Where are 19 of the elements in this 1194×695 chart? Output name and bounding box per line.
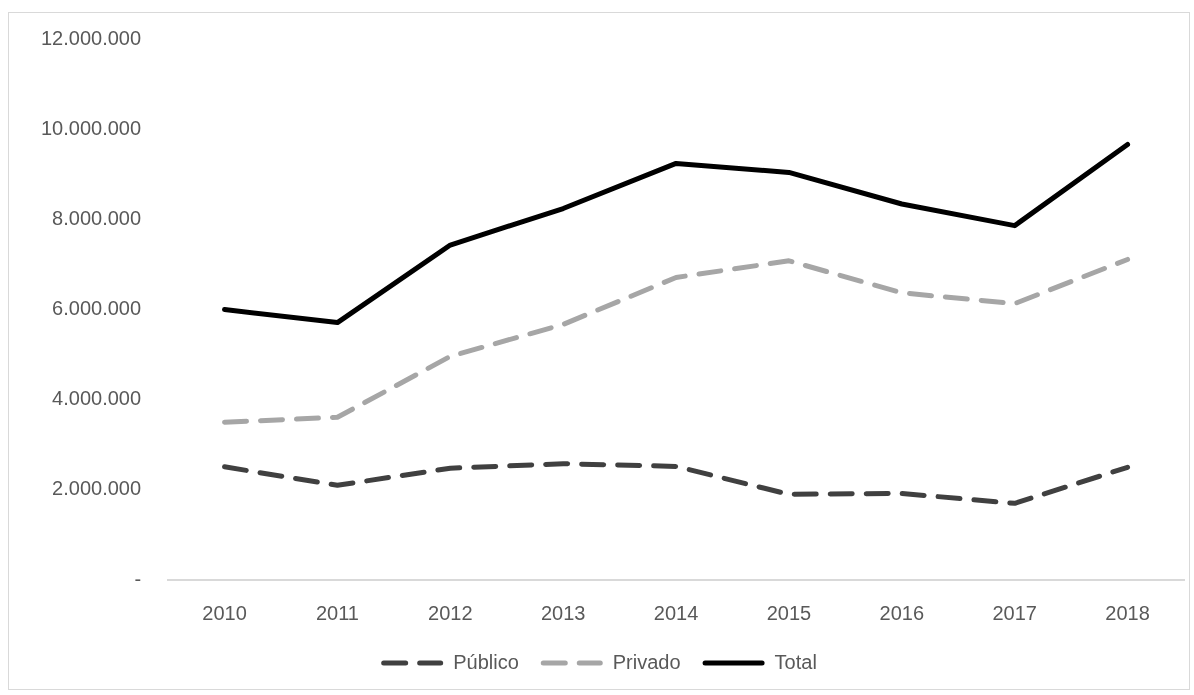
y-tick-label: - bbox=[134, 567, 142, 590]
x-tick-label: 2015 bbox=[766, 601, 812, 624]
y-tick-label: 8.000.000 bbox=[52, 206, 142, 229]
x-tick-label: 2012 bbox=[428, 601, 473, 624]
x-tick-label: 2010 bbox=[202, 601, 247, 624]
legend-label: Privado bbox=[612, 650, 681, 673]
legend-label: Público bbox=[453, 650, 519, 673]
y-tick-label: 6.000.000 bbox=[52, 297, 142, 320]
x-tick-label: 2017 bbox=[992, 601, 1037, 624]
y-tick-label: 10.000.000 bbox=[40, 116, 142, 139]
x-tick-label: 2016 bbox=[879, 601, 925, 624]
x-tick-label: 2018 bbox=[1105, 601, 1150, 624]
legend-label: Total bbox=[774, 650, 817, 673]
y-tick-label: 4.000.000 bbox=[52, 387, 142, 410]
y-tick-label: 2.000.000 bbox=[52, 477, 142, 500]
x-tick-label: 2014 bbox=[653, 601, 699, 624]
y-tick-label: 12.000.000 bbox=[40, 26, 142, 49]
x-tick-label: 2011 bbox=[315, 601, 359, 624]
x-tick-label: 2013 bbox=[540, 601, 586, 624]
